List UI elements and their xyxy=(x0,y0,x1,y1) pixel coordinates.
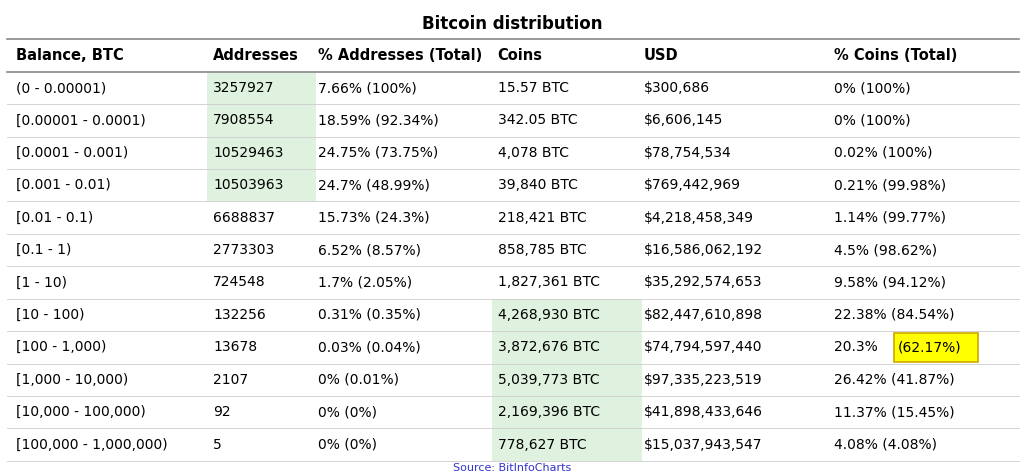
Text: [0.0001 - 0.001): [0.0001 - 0.001) xyxy=(16,146,129,160)
Text: 858,785 BTC: 858,785 BTC xyxy=(498,243,587,257)
Text: 4,268,930 BTC: 4,268,930 BTC xyxy=(498,308,599,322)
Text: 24.75% (73.75%): 24.75% (73.75%) xyxy=(318,146,438,160)
Text: 2,169,396 BTC: 2,169,396 BTC xyxy=(498,405,600,419)
Text: $15,037,943,547: $15,037,943,547 xyxy=(644,438,763,452)
Text: $78,754,534: $78,754,534 xyxy=(644,146,732,160)
Bar xyxy=(492,396,642,429)
Text: 9.58% (94.12%): 9.58% (94.12%) xyxy=(834,275,945,289)
Text: 15.57 BTC: 15.57 BTC xyxy=(498,81,568,95)
Text: $6,606,145: $6,606,145 xyxy=(644,114,724,128)
Bar xyxy=(492,299,642,331)
Text: 4,078 BTC: 4,078 BTC xyxy=(498,146,568,160)
Bar xyxy=(207,137,316,169)
Text: 1.14% (99.77%): 1.14% (99.77%) xyxy=(834,210,945,225)
Text: 342.05 BTC: 342.05 BTC xyxy=(498,114,578,128)
Text: 20.3%: 20.3% xyxy=(834,340,882,354)
Text: 1,827,361 BTC: 1,827,361 BTC xyxy=(498,275,600,289)
Text: 24.7% (48.99%): 24.7% (48.99%) xyxy=(318,178,430,193)
Text: 18.59% (92.34%): 18.59% (92.34%) xyxy=(318,114,439,128)
Text: 39,840 BTC: 39,840 BTC xyxy=(498,178,578,193)
Text: [100 - 1,000): [100 - 1,000) xyxy=(16,340,106,354)
Text: 7908554: 7908554 xyxy=(213,114,274,128)
Text: USD: USD xyxy=(644,48,679,63)
Text: (0 - 0.00001): (0 - 0.00001) xyxy=(16,81,106,95)
Text: [0.00001 - 0.0001): [0.00001 - 0.0001) xyxy=(16,114,146,128)
Text: 0.31% (0.35%): 0.31% (0.35%) xyxy=(318,308,421,322)
Text: Bitcoin distribution: Bitcoin distribution xyxy=(422,15,602,33)
Text: 0% (100%): 0% (100%) xyxy=(834,114,910,128)
Bar xyxy=(207,105,316,137)
Bar xyxy=(492,364,642,396)
Text: [0.001 - 0.01): [0.001 - 0.01) xyxy=(16,178,112,193)
Text: Coins: Coins xyxy=(498,48,543,63)
Text: 6.52% (8.57%): 6.52% (8.57%) xyxy=(318,243,422,257)
Text: % Coins (Total): % Coins (Total) xyxy=(834,48,956,63)
Text: Addresses: Addresses xyxy=(213,48,299,63)
Text: $769,442,969: $769,442,969 xyxy=(644,178,741,193)
Text: [0.1 - 1): [0.1 - 1) xyxy=(16,243,72,257)
Text: 2773303: 2773303 xyxy=(213,243,274,257)
Text: [0.01 - 0.1): [0.01 - 0.1) xyxy=(16,210,93,225)
Text: 0% (0.01%): 0% (0.01%) xyxy=(318,373,399,387)
Text: 5: 5 xyxy=(213,438,222,452)
Text: 0% (0%): 0% (0%) xyxy=(318,405,378,419)
Text: 26.42% (41.87%): 26.42% (41.87%) xyxy=(834,373,954,387)
Bar xyxy=(894,333,978,362)
Text: 2107: 2107 xyxy=(213,373,248,387)
Text: 0.02% (100%): 0.02% (100%) xyxy=(834,146,932,160)
Text: 92: 92 xyxy=(213,405,230,419)
Text: $4,218,458,349: $4,218,458,349 xyxy=(644,210,754,225)
Text: 0% (0%): 0% (0%) xyxy=(318,438,378,452)
Text: $16,586,062,192: $16,586,062,192 xyxy=(644,243,763,257)
Text: % Addresses (Total): % Addresses (Total) xyxy=(318,48,482,63)
Text: 0.21% (99.98%): 0.21% (99.98%) xyxy=(834,178,945,193)
Text: 778,627 BTC: 778,627 BTC xyxy=(498,438,587,452)
Text: 0% (100%): 0% (100%) xyxy=(834,81,910,95)
Text: 10529463: 10529463 xyxy=(213,146,284,160)
Text: Source: BitInfoCharts: Source: BitInfoCharts xyxy=(453,463,571,473)
Text: 13678: 13678 xyxy=(213,340,257,354)
Text: 15.73% (24.3%): 15.73% (24.3%) xyxy=(318,210,430,225)
Text: 3257927: 3257927 xyxy=(213,81,274,95)
Text: (62.17%): (62.17%) xyxy=(898,340,962,354)
Text: 3,872,676 BTC: 3,872,676 BTC xyxy=(498,340,599,354)
Text: 7.66% (100%): 7.66% (100%) xyxy=(318,81,417,95)
Bar xyxy=(207,169,316,201)
Text: 5,039,773 BTC: 5,039,773 BTC xyxy=(498,373,599,387)
Text: $74,794,597,440: $74,794,597,440 xyxy=(644,340,763,354)
Text: 4.5% (98.62%): 4.5% (98.62%) xyxy=(834,243,937,257)
Text: 11.37% (15.45%): 11.37% (15.45%) xyxy=(834,405,954,419)
Text: 4.08% (4.08%): 4.08% (4.08%) xyxy=(834,438,937,452)
Text: 218,421 BTC: 218,421 BTC xyxy=(498,210,587,225)
Text: [1,000 - 10,000): [1,000 - 10,000) xyxy=(16,373,129,387)
Text: $97,335,223,519: $97,335,223,519 xyxy=(644,373,763,387)
Text: $82,447,610,898: $82,447,610,898 xyxy=(644,308,763,322)
Text: 724548: 724548 xyxy=(213,275,265,289)
Text: $41,898,433,646: $41,898,433,646 xyxy=(644,405,763,419)
Text: 10503963: 10503963 xyxy=(213,178,284,193)
Text: [1 - 10): [1 - 10) xyxy=(16,275,68,289)
Bar xyxy=(492,331,642,364)
Text: 6688837: 6688837 xyxy=(213,210,274,225)
Text: [100,000 - 1,000,000): [100,000 - 1,000,000) xyxy=(16,438,168,452)
Bar xyxy=(492,429,642,461)
Bar xyxy=(207,72,316,105)
Text: 0.03% (0.04%): 0.03% (0.04%) xyxy=(318,340,421,354)
Text: 132256: 132256 xyxy=(213,308,266,322)
Text: Balance, BTC: Balance, BTC xyxy=(16,48,124,63)
Text: 1.7% (2.05%): 1.7% (2.05%) xyxy=(318,275,413,289)
Text: [10 - 100): [10 - 100) xyxy=(16,308,85,322)
Text: [10,000 - 100,000): [10,000 - 100,000) xyxy=(16,405,146,419)
Text: 22.38% (84.54%): 22.38% (84.54%) xyxy=(834,308,954,322)
Text: $300,686: $300,686 xyxy=(644,81,711,95)
Text: $35,292,574,653: $35,292,574,653 xyxy=(644,275,763,289)
